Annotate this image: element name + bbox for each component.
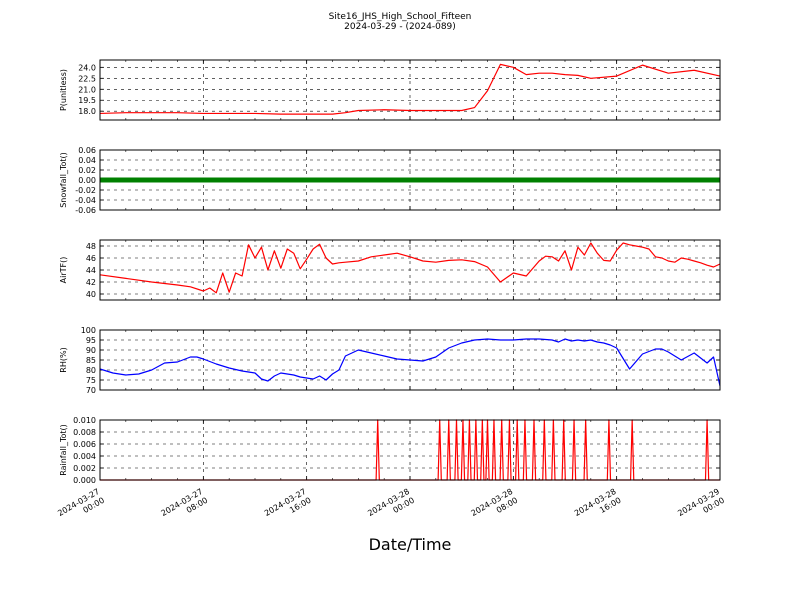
y-axis-label: AirTF(): [59, 257, 68, 284]
panel-2: 0.060.040.020.00-0.02-0.04-0.06 Snowfall_…: [59, 146, 721, 215]
y-tick-label: 0.010: [73, 416, 96, 425]
y-tick-label: 40: [86, 290, 96, 299]
y-axis-label: RH(%): [59, 347, 68, 372]
y-tick-label: 18.0: [78, 107, 96, 116]
y-tick-label: 24.0: [78, 63, 96, 72]
y-tick-label: 0.002: [73, 464, 96, 473]
y-tick-label: -0.04: [75, 196, 96, 205]
y-tick-label: 0.06: [78, 146, 96, 155]
y-tick-label: 95: [86, 336, 96, 345]
y-tick-label: 0.04: [78, 156, 96, 165]
panels-group: 18.019.521.022.524.0P(unitless)0.060.040…: [56, 59, 726, 527]
y-tick-label: 90: [86, 346, 96, 355]
y-tick-label: -0.02: [75, 186, 96, 195]
x-axis-label: Date/Time: [369, 535, 452, 554]
y-tick-label: 48: [86, 242, 96, 251]
y-tick-label: 100: [81, 326, 96, 335]
x-tick-label: 2024-03-2716:00: [263, 487, 313, 527]
x-tick-label: 2024-03-2816:00: [573, 487, 623, 527]
y-tick-label: 0.00: [78, 176, 96, 185]
panel-5: 0.010 0.008 0.006 0.004 0.002 0.000 Rainfall_T…: [59, 416, 721, 485]
series-line: [99, 338, 721, 387]
y-tick-label: 80: [86, 366, 96, 375]
y-tick-label: 44: [86, 266, 96, 275]
series-line: [99, 63, 721, 115]
y-tick-label: 0.006: [73, 440, 96, 449]
chart-subtitle: 2024-03-29 - (2024-089): [344, 22, 456, 32]
panel-frame: [99, 149, 721, 211]
y-tick-label: 22.5: [78, 74, 96, 83]
panel-frame: [99, 239, 721, 301]
x-tick-label: 2024-03-2808:00: [470, 487, 520, 527]
y-axis-label: Rainfall_Tot(): [59, 424, 68, 476]
x-tick-label: 2024-03-2708:00: [160, 487, 210, 527]
y-tick-label: 0.000: [73, 476, 96, 485]
chart-title: Site16_JHS_High_School_Fifteen: [329, 12, 472, 22]
y-tick-label: 46: [86, 254, 96, 263]
y-tick-label: 42: [86, 278, 96, 287]
panel-1: 18.0 19.5 21.0 22.5 24.0 P(unitless): [59, 59, 721, 121]
series-line: [99, 242, 721, 294]
y-tick-label: 85: [86, 356, 96, 365]
y-tick-label: -0.06: [75, 206, 96, 215]
y-tick-label: 0.008: [73, 428, 96, 437]
x-tick-label: 2024-03-2800:00: [366, 487, 416, 527]
y-tick-label: 0.02: [78, 166, 96, 175]
panel-frame: [99, 419, 721, 481]
y-tick-label: 21.0: [78, 85, 96, 94]
y-tick-label: 0.004: [73, 452, 96, 461]
panel-3: 48 46 44 42 40 AirTF(): [59, 239, 721, 301]
y-tick-label: 75: [86, 376, 96, 385]
y-axis-label: P(unitless): [59, 69, 68, 111]
panel-frame: [99, 59, 721, 121]
y-axis-label: Snowfall_Tot(): [59, 152, 68, 208]
y-tick-label: 70: [86, 386, 96, 395]
x-tick-label: 2024-03-2900:00: [676, 487, 726, 527]
panel-frame: [99, 329, 721, 391]
x-tick-label: 2024-03-2700:00: [56, 487, 106, 527]
y-tick-label: 19.5: [78, 96, 96, 105]
